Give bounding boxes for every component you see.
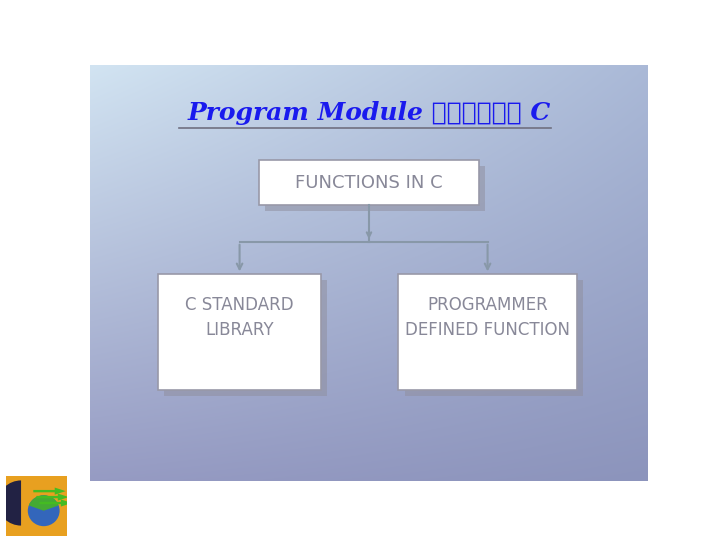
Wedge shape bbox=[29, 495, 58, 511]
Bar bbox=[158, 274, 321, 390]
FancyArrow shape bbox=[40, 500, 72, 507]
Text: PROGRAMMER: PROGRAMMER bbox=[427, 296, 548, 314]
Bar bbox=[265, 166, 485, 211]
FancyArrow shape bbox=[33, 488, 66, 495]
Text: Program Module ในภาษา C: Program Module ในภาษา C bbox=[187, 100, 551, 125]
Bar bbox=[259, 160, 479, 205]
Text: DEFINED FUNCTION: DEFINED FUNCTION bbox=[405, 321, 570, 340]
Bar bbox=[405, 280, 583, 396]
Wedge shape bbox=[0, 481, 21, 525]
FancyArrow shape bbox=[36, 494, 69, 501]
Text: FUNCTIONS IN C: FUNCTIONS IN C bbox=[295, 174, 443, 192]
Bar bbox=[398, 274, 577, 390]
Text: C STANDARD: C STANDARD bbox=[185, 296, 294, 314]
Bar bbox=[164, 280, 327, 396]
Circle shape bbox=[28, 495, 60, 526]
Text: LIBRARY: LIBRARY bbox=[205, 321, 274, 340]
